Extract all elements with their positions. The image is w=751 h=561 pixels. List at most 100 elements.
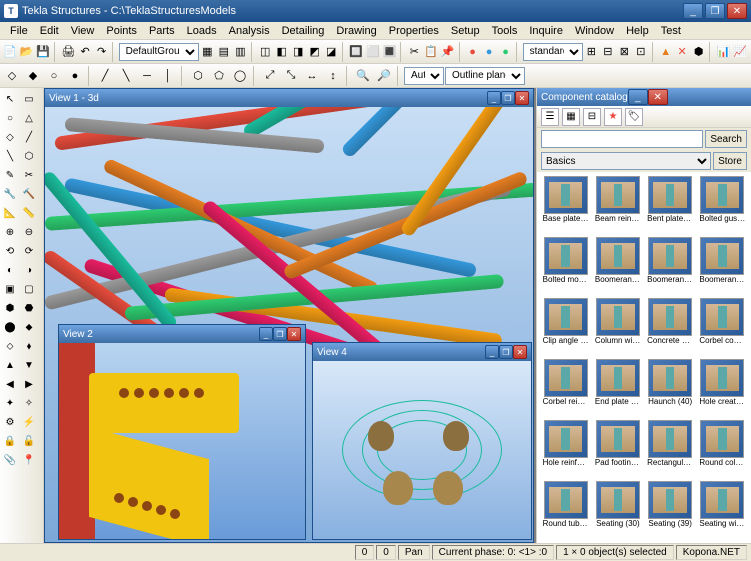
tool-i-icon[interactable]: 🔲 bbox=[348, 42, 364, 62]
t2-o-icon[interactable]: ↕ bbox=[323, 66, 343, 86]
catalog-item[interactable]: Haunch (40) bbox=[646, 359, 695, 417]
tool-d-icon[interactable]: ◫ bbox=[257, 42, 273, 62]
cat-grid-icon[interactable]: ▦ bbox=[562, 108, 580, 126]
menu-analysis[interactable]: Analysis bbox=[223, 23, 276, 39]
side-tool-30-icon[interactable]: ◀ bbox=[1, 375, 19, 393]
tool-b-icon[interactable]: ▤ bbox=[216, 42, 232, 62]
catalog-item[interactable]: Corbel reinforce... bbox=[541, 359, 590, 417]
catalog-item[interactable]: Beam reinforcem... bbox=[593, 176, 642, 234]
t2-q-icon[interactable]: 🔎 bbox=[374, 66, 394, 86]
view2-close-icon[interactable]: ✕ bbox=[287, 327, 301, 341]
t2-e-icon[interactable]: ╱ bbox=[95, 66, 115, 86]
tool-u-icon[interactable]: ⊡ bbox=[633, 42, 649, 62]
side-tool-18-icon[interactable]: ◐ bbox=[1, 261, 19, 279]
side-tool-26-icon[interactable]: ⬦ bbox=[1, 337, 19, 355]
catalog-item[interactable]: End plate (144) bbox=[593, 359, 642, 417]
side-tool-13-icon[interactable]: 📏 bbox=[20, 204, 38, 222]
side-tool-8-icon[interactable]: ✎ bbox=[1, 166, 19, 184]
menu-parts[interactable]: Parts bbox=[143, 23, 181, 39]
catalog-item[interactable]: Round tube (23) bbox=[541, 481, 590, 539]
view1-close-icon[interactable]: ✕ bbox=[515, 91, 529, 105]
tool-e-icon[interactable]: ◧ bbox=[274, 42, 290, 62]
tool-z-icon[interactable]: 📈 bbox=[732, 42, 748, 62]
menu-edit[interactable]: Edit bbox=[34, 23, 65, 39]
save-icon[interactable]: 💾 bbox=[35, 42, 51, 62]
side-tool-27-icon[interactable]: ⬧ bbox=[20, 337, 38, 355]
view2-window[interactable]: View 2 _ ❐ ✕ bbox=[58, 324, 306, 540]
catalog-item[interactable]: Clip angle (141) bbox=[541, 298, 590, 356]
catalog-item[interactable]: Bolted gusset (11) bbox=[698, 176, 747, 234]
menu-drawing[interactable]: Drawing bbox=[330, 23, 382, 39]
catalog-item[interactable]: Pad footing reinf... bbox=[593, 420, 642, 478]
menu-inquire[interactable]: Inquire bbox=[523, 23, 569, 39]
t2-i-icon[interactable]: ⬡ bbox=[188, 66, 208, 86]
t2-a-icon[interactable]: ◇ bbox=[2, 66, 22, 86]
side-tool-16-icon[interactable]: ⟲ bbox=[1, 242, 19, 260]
side-tool-34-icon[interactable]: ⚙ bbox=[1, 413, 19, 431]
side-tool-9-icon[interactable]: ✂ bbox=[20, 166, 38, 184]
side-tool-19-icon[interactable]: ◑ bbox=[20, 261, 38, 279]
view4-window[interactable]: View 4 _ ❐ ✕ bbox=[312, 342, 532, 540]
side-tool-0-icon[interactable]: ↖ bbox=[1, 90, 19, 108]
tool-s-icon[interactable]: ⊟ bbox=[600, 42, 616, 62]
catalog-item[interactable]: Hole reinforceme... bbox=[541, 420, 590, 478]
std-dropdown[interactable]: standard bbox=[523, 43, 583, 61]
t2-l-icon[interactable]: ⤢ bbox=[260, 66, 280, 86]
tool-g-icon[interactable]: ◩ bbox=[307, 42, 323, 62]
maximize-button[interactable]: ❐ bbox=[705, 3, 725, 19]
catalog-item[interactable]: Boomerang brac... bbox=[593, 237, 642, 295]
catalog-item[interactable]: Column with stif... bbox=[593, 298, 642, 356]
side-tool-38-icon[interactable]: 📎 bbox=[1, 451, 19, 469]
side-tool-2-icon[interactable]: ○ bbox=[1, 109, 19, 127]
t2-g-icon[interactable]: ─ bbox=[137, 66, 157, 86]
tool-x-icon[interactable]: ⬢ bbox=[691, 42, 707, 62]
catalog-item[interactable]: Seating with dow... bbox=[698, 481, 747, 539]
tool-n-icon[interactable]: 📌 bbox=[440, 42, 456, 62]
side-tool-37-icon[interactable]: 🔓 bbox=[20, 432, 38, 450]
catalog-item[interactable]: Hole creation an... bbox=[698, 359, 747, 417]
menu-view[interactable]: View bbox=[65, 23, 101, 39]
tool-j-icon[interactable]: ⬜ bbox=[365, 42, 381, 62]
view2-max-icon[interactable]: ❐ bbox=[273, 327, 287, 341]
t2-m-icon[interactable]: ⤡ bbox=[281, 66, 301, 86]
tool-q-icon[interactable]: ● bbox=[498, 42, 514, 62]
menu-window[interactable]: Window bbox=[569, 23, 620, 39]
close-button[interactable]: ✕ bbox=[727, 3, 747, 19]
view4-canvas[interactable] bbox=[313, 361, 531, 539]
tool-m-icon[interactable]: 📋 bbox=[423, 42, 439, 62]
side-tool-20-icon[interactable]: ▣ bbox=[1, 280, 19, 298]
catalog-filter-dropdown[interactable]: Basics bbox=[541, 152, 711, 170]
view1-max-icon[interactable]: ❐ bbox=[501, 91, 515, 105]
side-tool-33-icon[interactable]: ✧ bbox=[20, 394, 38, 412]
side-tool-14-icon[interactable]: ⊕ bbox=[1, 223, 19, 241]
menu-loads[interactable]: Loads bbox=[181, 23, 223, 39]
cat-tree-icon[interactable]: ⊟ bbox=[583, 108, 601, 126]
side-tool-3-icon[interactable]: △ bbox=[20, 109, 38, 127]
tool-t-icon[interactable]: ⊠ bbox=[617, 42, 633, 62]
menu-properties[interactable]: Properties bbox=[383, 23, 445, 39]
catalog-titlebar[interactable]: Component catalog _ ✕ bbox=[537, 88, 751, 106]
side-tool-29-icon[interactable]: ▼ bbox=[20, 356, 38, 374]
menu-test[interactable]: Test bbox=[655, 23, 687, 39]
t2-n-icon[interactable]: ↔ bbox=[302, 66, 322, 86]
catalog-item[interactable]: Base plate (1004) bbox=[541, 176, 590, 234]
side-tool-10-icon[interactable]: 🔧 bbox=[1, 185, 19, 203]
tool-k-icon[interactable]: 🔳 bbox=[382, 42, 398, 62]
menu-setup[interactable]: Setup bbox=[445, 23, 486, 39]
side-tool-31-icon[interactable]: ▶ bbox=[20, 375, 38, 393]
catalog-search-button[interactable]: Search bbox=[705, 130, 747, 148]
side-tool-5-icon[interactable]: ╱ bbox=[20, 128, 38, 146]
catalog-item[interactable]: Seating (30) bbox=[593, 481, 642, 539]
view2-min-icon[interactable]: _ bbox=[259, 327, 273, 341]
side-tool-6-icon[interactable]: ╲ bbox=[1, 147, 19, 165]
t2-p-icon[interactable]: 🔍 bbox=[353, 66, 373, 86]
menu-help[interactable]: Help bbox=[620, 23, 655, 39]
side-tool-4-icon[interactable]: ◇ bbox=[1, 128, 19, 146]
open-icon[interactable]: 📂 bbox=[19, 42, 35, 62]
catalog-grid[interactable]: Base plate (1004)Beam reinforcem...Bent … bbox=[537, 172, 751, 543]
side-tool-21-icon[interactable]: ▢ bbox=[20, 280, 38, 298]
catalog-item[interactable]: Round column r... bbox=[698, 420, 747, 478]
catalog-item[interactable]: Seating (39) bbox=[646, 481, 695, 539]
group-dropdown[interactable]: DefaultGroup bbox=[119, 43, 199, 61]
side-tool-17-icon[interactable]: ⟳ bbox=[20, 242, 38, 260]
